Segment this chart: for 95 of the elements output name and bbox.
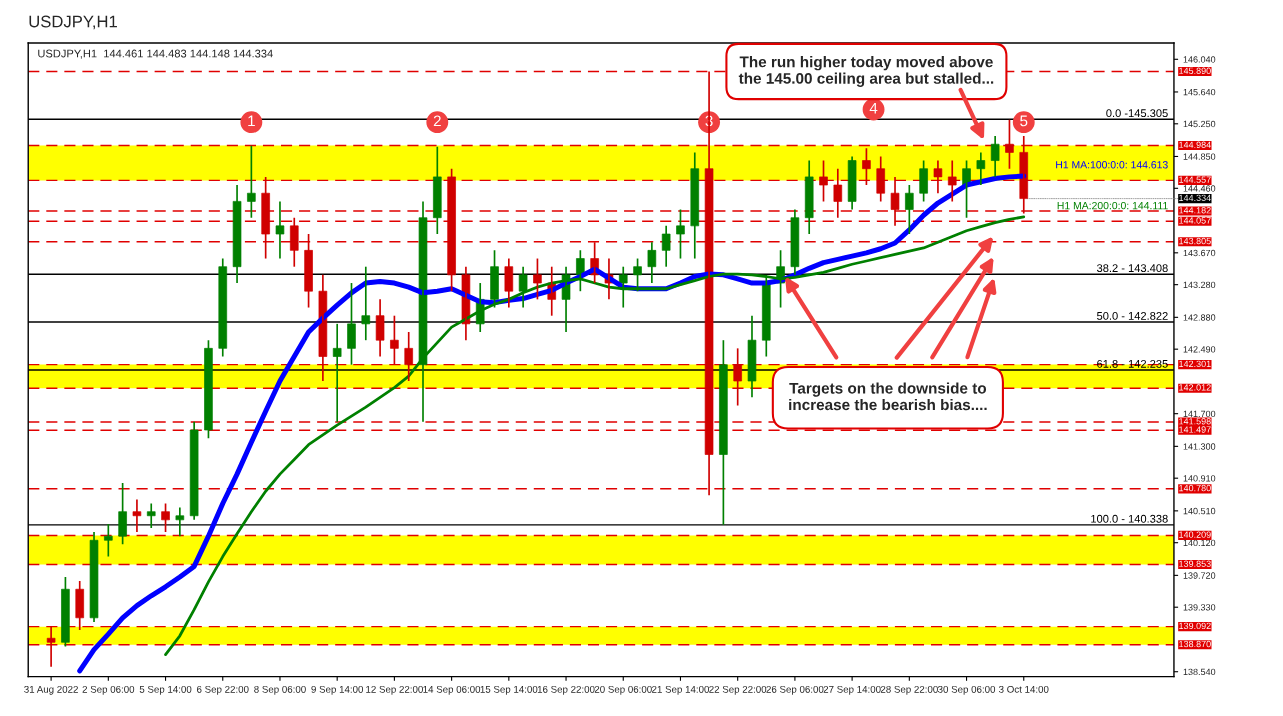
x-tick-label: 20 Sep 06:00: [594, 685, 652, 695]
x-tick-label: 16 Sep 22:00: [537, 685, 595, 695]
candlestick: [132, 498, 142, 533]
y-tick-label: 138.540: [1183, 668, 1216, 676]
y-tick-label: 145.250: [1183, 120, 1216, 128]
y-tick-label: 140.910: [1183, 475, 1216, 482]
annotation: 1: [248, 115, 255, 127]
text: 38.2 - 143.408: [1096, 264, 1168, 273]
annotation: 5: [1020, 115, 1028, 127]
ref-line-label: 142.301: [1179, 360, 1211, 368]
candlestick: [204, 339, 213, 440]
ref-line-label: 144.557: [1179, 176, 1211, 183]
text: 50.0 - 142.822: [1097, 312, 1168, 320]
annotation: 3: [705, 115, 713, 127]
candlestick: [719, 339, 728, 526]
candlestick: [676, 208, 685, 260]
candlestick: [161, 502, 170, 533]
ref-line-label: 144.182: [1179, 207, 1211, 214]
candlestick: [933, 159, 943, 195]
ref-line-label: 144.984: [1179, 141, 1211, 148]
y-tick-label: 143.280: [1183, 281, 1216, 289]
y-tick-label: 139.330: [1183, 604, 1216, 611]
x-tick-label: 5 Sep 14:00: [139, 685, 192, 695]
candlestick: [118, 482, 127, 546]
candlestick: [704, 70, 714, 497]
candlestick: [232, 184, 242, 284]
y-tick-label: 141.700: [1183, 410, 1216, 418]
x-tick-label: 31 Aug 2022: [24, 685, 78, 695]
y-tick-label: 144.850: [1183, 153, 1216, 160]
candlestick: [947, 159, 957, 203]
text: USDJPY,H1 144.461 144.483 144.148 144.334: [38, 49, 273, 59]
ref-line-label: 141.598: [1179, 418, 1211, 425]
candlestick: [919, 159, 928, 203]
ref-line-label: 141.497: [1179, 426, 1211, 433]
ref-line-label: 140.209: [1179, 531, 1211, 538]
candlestick: [747, 314, 757, 399]
text: 100.0 - 140.338: [1091, 514, 1168, 523]
x-tick-label: 21 Sep 14:00: [652, 685, 710, 695]
annotation: The run higher today moved above the 145.00 ceiling area but stalled...: [738, 56, 994, 87]
y-tick-label: 142.880: [1183, 314, 1216, 321]
y-tick-label: 139.720: [1183, 572, 1216, 579]
annotation: 144.334: [1179, 194, 1211, 202]
candlestick: [275, 200, 285, 260]
y-tick-label: 145.640: [1183, 88, 1216, 96]
candlestick: [61, 576, 70, 648]
x-tick-label: 12 Sep 22:00: [366, 685, 423, 695]
ref-line-label: 140.780: [1179, 484, 1211, 492]
ref-line-label: 138.870: [1179, 640, 1211, 648]
candlestick: [1005, 118, 1014, 170]
candlestick: [533, 257, 542, 301]
candlestick: [390, 314, 399, 366]
candlestick: [261, 176, 270, 260]
x-tick-label: 22 Sep 22:00: [709, 685, 767, 695]
x-tick-label: 26 Sep 06:00: [766, 685, 824, 695]
candlestick: [361, 265, 371, 342]
y-tick-label: 142.490: [1183, 346, 1216, 353]
x-tick-label: 15 Sep 14:00: [480, 685, 538, 695]
candlestick: [89, 531, 99, 623]
candlestick: [890, 176, 900, 227]
chart-title: USDJPY,H1: [29, 15, 117, 30]
annotation: 4: [869, 102, 878, 114]
ref-line-label: 139.853: [1179, 560, 1211, 567]
annotation: Targets on the downside to increase the bearish bias....: [789, 382, 987, 411]
candlestick: [447, 167, 456, 293]
x-tick-label: 27 Sep 14:00: [823, 685, 881, 695]
text: 0.0 -145.305: [1106, 109, 1168, 118]
candlestick: [347, 282, 356, 366]
ref-line-label: 145.890: [1179, 67, 1211, 74]
x-tick-label: 30 Sep 06:00: [937, 685, 996, 695]
x-tick-label: 14 Sep 06:00: [423, 685, 481, 695]
x-tick-label: 2 Sep 06:00: [82, 685, 135, 695]
y-tick-label: 140.120: [1183, 539, 1216, 547]
x-tick-label: 28 Sep 22:00: [880, 685, 938, 695]
y-tick-label: 141.300: [1183, 443, 1216, 450]
text: H1 MA:100:0:0: 144.613: [1056, 161, 1168, 169]
ref-line-label: 142.012: [1179, 384, 1211, 391]
candlestick: [819, 159, 828, 203]
ref-line-label: 143.805: [1179, 237, 1211, 245]
ref-line-label: 139.092: [1179, 622, 1211, 630]
y-tick-label: 140.510: [1183, 507, 1216, 515]
annotation: 2: [433, 115, 441, 127]
y-tick-label: 144.460: [1183, 185, 1216, 192]
x-tick-label: 3 Oct 14:00: [999, 685, 1049, 693]
x-tick-label: 9 Sep 14:00: [311, 685, 364, 695]
ref-line-label: 144.057: [1179, 217, 1211, 224]
y-tick-label: 143.670: [1183, 249, 1216, 257]
candlestick: [247, 145, 256, 219]
candlestick: [490, 249, 499, 309]
candlestick: [862, 147, 871, 186]
text: H1 MA:200:0:0: 144.111: [1057, 201, 1168, 210]
x-tick-label: 8 Sep 06:00: [254, 685, 306, 695]
x-tick-label: 6 Sep 22:00: [197, 685, 249, 695]
y-tick-label: 146.040: [1183, 56, 1216, 63]
candlestick: [304, 233, 313, 309]
candlestick: [633, 257, 642, 293]
